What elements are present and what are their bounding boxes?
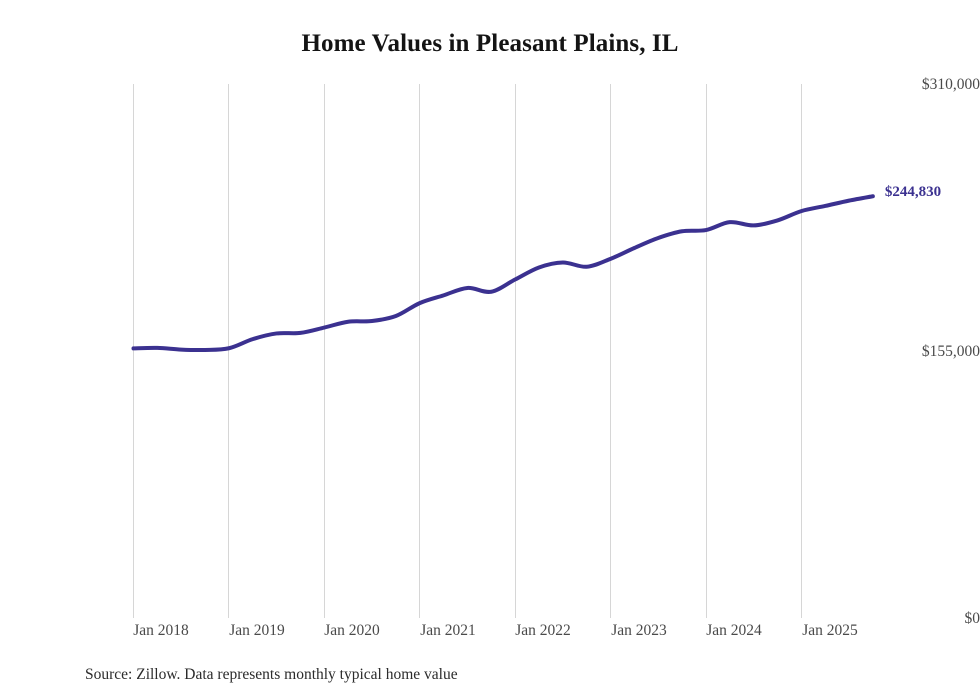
x-axis-tick-5: Jan 2023 bbox=[611, 622, 667, 639]
y-axis-tick-top: $310,000 bbox=[880, 77, 980, 93]
gridlines-vertical bbox=[132, 84, 803, 618]
x-axis-tick-3: Jan 2021 bbox=[420, 622, 476, 639]
y-axis-tick-top-label: $310,000 bbox=[921, 76, 980, 93]
data-line-typical-home-value bbox=[131, 194, 875, 353]
x-axis-tick-0: Jan 2018 bbox=[133, 622, 189, 639]
x-axis-tick-4: Jan 2022 bbox=[515, 622, 571, 639]
source-note: Source: Zillow. Data represents monthly … bbox=[85, 666, 458, 683]
y-axis-tick-zero: $0 bbox=[880, 611, 980, 627]
x-axis-tick-1: Jan 2019 bbox=[229, 622, 285, 639]
end-value-annotation: $244,830 bbox=[884, 184, 942, 201]
x-axis-tick-2: Jan 2020 bbox=[324, 622, 380, 639]
y-axis-tick-mid: $155,000 bbox=[880, 344, 980, 360]
y-axis-tick-zero-label: $0 bbox=[964, 610, 980, 627]
chart-title: Home Values in Pleasant Plains, IL bbox=[301, 30, 679, 57]
x-axis-tick-6: Jan 2024 bbox=[706, 622, 762, 639]
x-axis-tick-7: Jan 2025 bbox=[802, 622, 858, 639]
y-axis-tick-mid-label: $155,000 bbox=[921, 343, 980, 360]
